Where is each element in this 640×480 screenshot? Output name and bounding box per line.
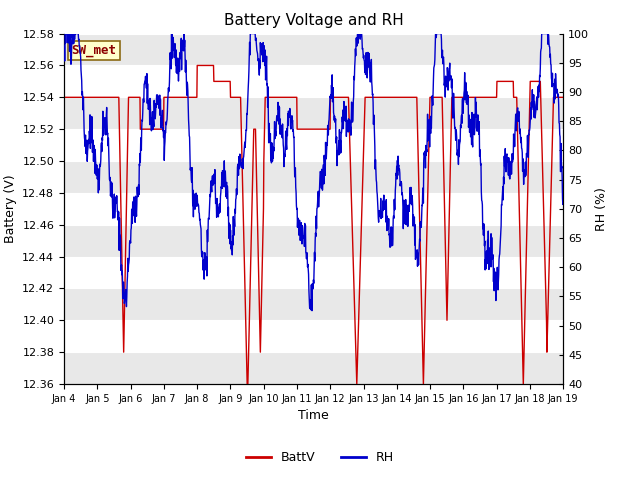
Y-axis label: RH (%): RH (%) <box>595 187 607 231</box>
Bar <box>64 225 563 257</box>
Bar <box>64 161 563 193</box>
Title: Battery Voltage and RH: Battery Voltage and RH <box>224 13 403 28</box>
Legend: BattV, RH: BattV, RH <box>241 446 399 469</box>
Bar <box>64 34 563 65</box>
Bar <box>64 97 563 129</box>
Bar <box>64 352 563 384</box>
Bar <box>64 288 563 320</box>
X-axis label: Time: Time <box>298 409 329 422</box>
Y-axis label: Battery (V): Battery (V) <box>4 175 17 243</box>
Text: SW_met: SW_met <box>72 44 116 57</box>
